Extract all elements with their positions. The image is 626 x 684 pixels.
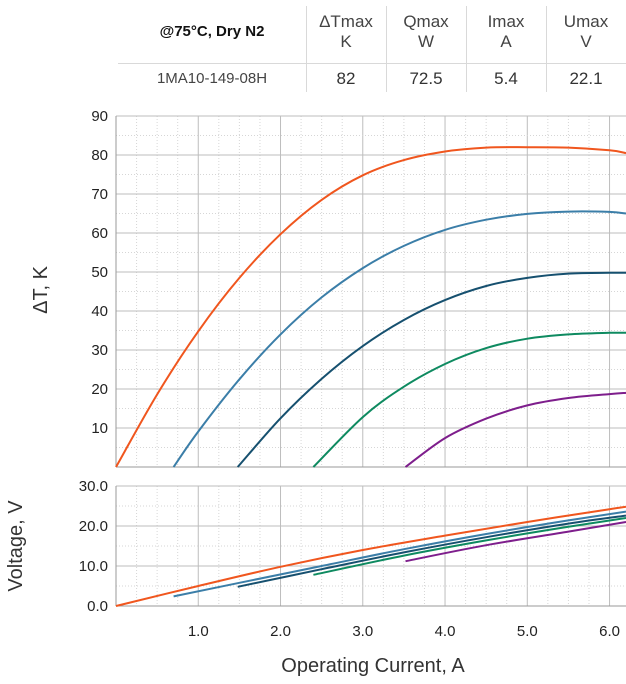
col-header-imax: Imax A <box>466 2 546 62</box>
series-line-2 <box>172 210 626 468</box>
column-divider <box>386 6 387 92</box>
col-header-dtmax: ΔTmax K <box>306 2 386 62</box>
y-tick-label: 80 <box>91 147 108 164</box>
col-unit: V <box>580 32 592 51</box>
col-header-qmax: Qmax W <box>386 2 466 62</box>
delta-t-y-axis-label: ΔT, K <box>30 265 52 313</box>
x-tick-label: 3.0 <box>352 623 373 640</box>
y-tick-label: 70 <box>91 186 108 203</box>
col-name: ΔTmax <box>319 12 373 32</box>
x-tick-label: 5.0 <box>517 623 538 640</box>
series-line-4 <box>312 331 626 468</box>
col-unit: A <box>500 32 512 51</box>
y-tick-label: 10 <box>91 420 108 437</box>
x-axis-label: Operating Current, A <box>281 655 465 677</box>
y-tick-label: 50 <box>91 264 108 281</box>
col-unit: K <box>340 32 352 51</box>
x-tick-label: 1.0 <box>188 623 209 640</box>
series-line-4 <box>313 517 626 576</box>
voltage-y-ticks: 0.0 10.0 20.0 30.0 <box>79 478 108 615</box>
col-name: Umax <box>563 12 609 32</box>
x-tick-label: 2.0 <box>270 623 291 640</box>
y-tick-label: 20 <box>91 381 108 398</box>
voltage-y-axis-label: Voltage, V <box>5 500 27 592</box>
x-axis-ticks: 1.0 2.0 3.0 4.0 5.0 6.0 <box>188 623 620 640</box>
series-line-5 <box>404 391 626 468</box>
value-imax: 5.4 <box>494 69 518 89</box>
condition-label: @75°C, Dry N2 <box>159 23 265 41</box>
model-name: 1MA10-149-08H <box>156 70 268 88</box>
row-divider <box>118 63 626 64</box>
delta-t-y-ticks: 10 20 30 40 50 60 70 80 90 <box>91 108 108 437</box>
y-tick-label: 60 <box>91 225 108 242</box>
series-line-3 <box>236 271 626 468</box>
series-line-1 <box>115 505 626 607</box>
col-unit: W <box>417 32 435 51</box>
y-tick-label: 90 <box>91 108 108 125</box>
y-tick-label: 40 <box>91 303 108 320</box>
value-dtmax: 82 <box>336 69 356 89</box>
x-tick-label: 4.0 <box>435 623 456 640</box>
series-line-2 <box>173 510 626 598</box>
y-tick-label: 30 <box>91 342 108 359</box>
series-line-5 <box>405 521 626 563</box>
voltage-chart: 0.0 10.0 20.0 30.0 1.0 2.0 3.0 4.0 5.0 6.0 Volta… <box>5 478 626 677</box>
series-line-1 <box>115 146 626 468</box>
spec-table: @75°C, Dry N2 ΔTmax K Qmax W Imax A Umax… <box>118 2 626 96</box>
x-tick-label: 6.0 <box>599 623 620 640</box>
delta-t-grid <box>115 115 626 468</box>
y-tick-label: 30.0 <box>79 478 108 495</box>
y-tick-label: 20.0 <box>79 518 108 535</box>
delta-t-chart: 10 20 30 40 50 60 70 80 90 ΔT, K <box>30 108 626 468</box>
y-tick-label: 10.0 <box>79 558 108 575</box>
delta-t-curves <box>115 146 626 468</box>
column-divider <box>546 6 547 92</box>
col-name: Imax <box>487 12 525 32</box>
voltage-curves <box>115 505 626 607</box>
y-tick-label: 0.0 <box>87 598 108 615</box>
value-umax: 22.1 <box>569 69 603 89</box>
col-header-umax: Umax V <box>546 2 626 62</box>
value-qmax: 72.5 <box>409 69 443 89</box>
column-divider <box>306 6 307 92</box>
col-name: Qmax <box>403 12 449 32</box>
series-line-3 <box>237 514 626 588</box>
column-divider <box>466 6 467 92</box>
